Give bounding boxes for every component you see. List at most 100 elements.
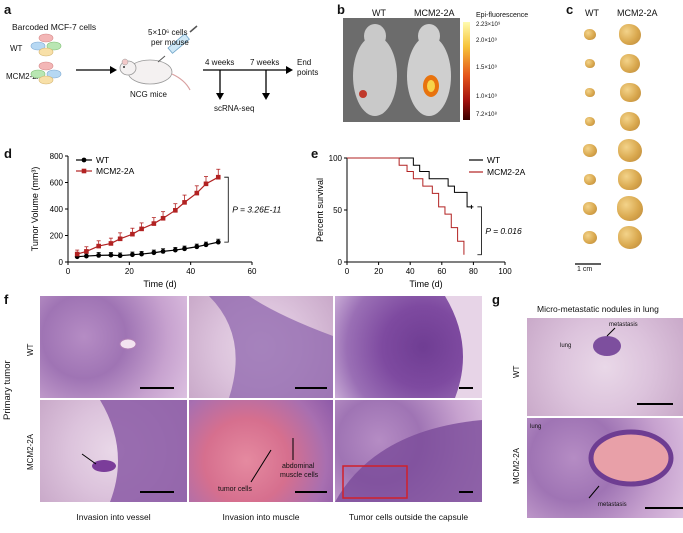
primary-tumor-label: Primary tumor [2, 360, 13, 420]
survival-chart: 0 20 40 60 80 100 0 50 100 Time (d) Percent surviv… [315, 154, 526, 289]
tumor-mcm-1 [620, 54, 640, 73]
x-tick-label-0: 0 [345, 267, 350, 276]
histo-wt-capsule [335, 296, 482, 398]
wt-cells-icon [30, 33, 62, 57]
tumor-mcm-3 [619, 111, 641, 131]
mcm-row-label-f: MCM2-2A [26, 433, 35, 470]
legend-marker-0 [81, 157, 87, 163]
x-tick-label-3: 60 [248, 267, 257, 276]
y-tick-label-3: 600 [50, 179, 64, 188]
mcm-row-label-g: MCM2-2A [512, 447, 521, 484]
x-axis-label: Time (d) [409, 279, 442, 289]
timepoint-4w: 4 weeks [205, 58, 235, 67]
legend-label-1: MCM2-2A [96, 166, 135, 176]
x-tick-label-1: 20 [125, 267, 134, 276]
y-tick-label-2: 400 [50, 205, 64, 214]
scrna-label: scRNA-seq [214, 104, 255, 113]
mcm-label-a: MCM2-2A [6, 72, 43, 81]
x-tick-label-1: 20 [374, 267, 383, 276]
caption-muscle: Invasion into muscle [222, 512, 300, 522]
mcm-cells-icon [30, 61, 62, 85]
legend-label-0: WT [96, 155, 109, 165]
point-0-4 [117, 253, 123, 259]
point-1-0 [74, 251, 80, 257]
legend-label-1: MCM2-2A [487, 167, 526, 177]
x-tick-label-4: 80 [469, 267, 478, 276]
ann-muscle-1: abdominal [282, 463, 315, 470]
colorbar-tick-3: 1.0×10⁹ [476, 94, 498, 100]
point-0-10 [182, 246, 187, 252]
point-1-1 [84, 249, 89, 254]
point-1-12 [203, 181, 209, 187]
point-1-11 [194, 190, 200, 196]
histo-mcm-capsule [335, 400, 482, 502]
panel-a-diagram [30, 25, 293, 100]
syringe-icon [157, 25, 198, 63]
caption-vessel: Invasion into vessel [76, 512, 151, 522]
y-tick-label-0: 0 [338, 258, 343, 267]
y-tick-label-4: 800 [50, 152, 64, 161]
scale-label-c: 1 cm [577, 266, 593, 273]
wt-row-label-g: WT [512, 365, 521, 378]
mouse-icon [119, 58, 191, 91]
mice-label: NCG mice [130, 90, 167, 99]
x-tick-label-2: 40 [186, 267, 195, 276]
tumor-mcm-0 [619, 24, 641, 45]
dose-line-1: 5×10⁶ cells [148, 28, 188, 37]
panel-label-c: c [566, 2, 574, 17]
tumor-wt-4 [583, 144, 597, 157]
point-1-7 [151, 221, 157, 226]
mcm-label-c: MCM2-2A [617, 8, 658, 18]
point-0-13 [215, 239, 221, 245]
point-0-3 [108, 252, 114, 258]
x-axis-label: Time (d) [143, 279, 176, 289]
y-tick-label-0: 0 [59, 258, 64, 267]
excised-tumors [568, 20, 678, 260]
point-0-5 [130, 252, 135, 258]
point-0-8 [160, 249, 166, 254]
significance-bracket [224, 176, 229, 243]
histo-wt-muscle [189, 296, 333, 398]
histo-wt-vessel [40, 296, 187, 398]
cells-label: Barcoded MCF-7 cells [12, 22, 97, 32]
wt-label-a: WT [10, 44, 23, 53]
panel-label-b: b [337, 2, 345, 17]
timepoint-7w: 7 weeks [250, 58, 280, 67]
tumor-mcm-6 [617, 196, 643, 221]
histo-lung-mcm [527, 418, 683, 518]
panel-label-g: g [492, 292, 500, 307]
colorbar-tick-4: 7.2×10⁸ [476, 112, 498, 118]
p-value-annotation: P = 3.26E-11 [232, 205, 281, 215]
tumor-mcm-5 [618, 168, 642, 191]
colorbar-tick-1: 2.0×10⁹ [476, 38, 498, 44]
end-label-2: points [297, 68, 319, 77]
legend-label-0: WT [487, 155, 500, 165]
tumor-wt-0 [584, 29, 596, 40]
p-value-annotation: P = 0.016 [485, 226, 522, 236]
point-1-3 [108, 241, 114, 246]
colorbar-title: Epi-fluorescence [476, 12, 529, 19]
histo-mcm-muscle [189, 400, 333, 502]
y-axis-label: Percent survival [315, 178, 325, 242]
tumor-wt-1 [584, 58, 596, 69]
panel-g-title: Micro-metastatic nodules in lung [537, 304, 659, 314]
y-tick-label-1: 200 [50, 232, 64, 241]
end-label-1: End [297, 58, 312, 67]
survival-curve-1 [347, 157, 465, 255]
significance-bracket [477, 206, 482, 256]
tumor-mcm-4 [617, 139, 643, 162]
point-1-2 [96, 243, 101, 249]
wt-label-c: WT [585, 8, 599, 18]
caption-capsule: Tumor cells outside the capsule [348, 512, 469, 522]
colorbar-tick-0: 2.23×10⁹ [476, 22, 501, 28]
scale-bar-c [575, 263, 601, 265]
wt-row-label-f: WT [26, 343, 35, 356]
point-1-8 [160, 215, 166, 221]
tumor-wt-6 [583, 202, 597, 215]
panel-label-f: f [4, 292, 9, 307]
ivis-mice-silhouettes [353, 24, 451, 116]
point-0-1 [84, 253, 89, 259]
ann-metastasis-mcm: metastasis [598, 502, 627, 508]
ivis-image [343, 18, 460, 122]
